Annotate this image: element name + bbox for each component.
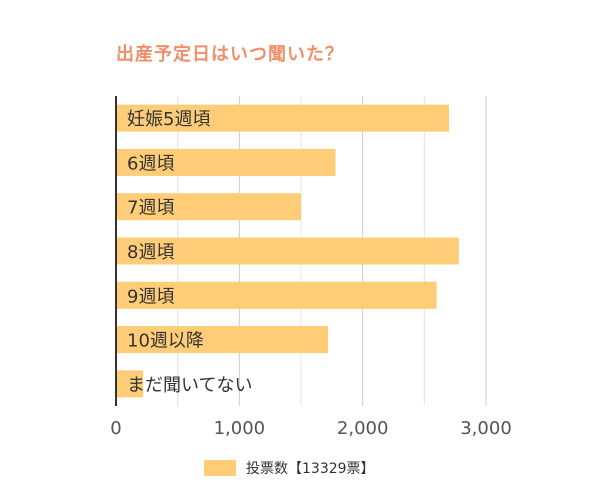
bar	[116, 237, 459, 265]
legend-swatch	[204, 460, 236, 476]
bar	[116, 148, 336, 176]
legend: 投票数【13329票】	[204, 458, 375, 478]
category-label: まだ聞いてない	[127, 375, 252, 396]
bar	[116, 281, 437, 309]
bar	[116, 104, 449, 132]
category-label: 6週頃	[127, 153, 174, 174]
category-label: 8週頃	[127, 242, 174, 263]
x-tick-label: 3,000	[460, 418, 512, 439]
chart-title: 出産予定日はいつ聞いた？	[116, 44, 344, 65]
category-label: 7週頃	[127, 198, 174, 219]
category-label: 9週頃	[127, 286, 174, 307]
bar	[116, 193, 301, 221]
category-label: 10週以降	[127, 331, 204, 352]
category-label: 妊娠5週頃	[127, 109, 210, 130]
x-tick-label: 0	[110, 418, 121, 439]
legend-label: 投票数【13329票】	[246, 461, 375, 477]
x-tick-label: 1,000	[214, 418, 266, 439]
bar	[116, 326, 329, 354]
bar	[116, 370, 144, 398]
x-tick-label: 2,000	[337, 418, 389, 439]
